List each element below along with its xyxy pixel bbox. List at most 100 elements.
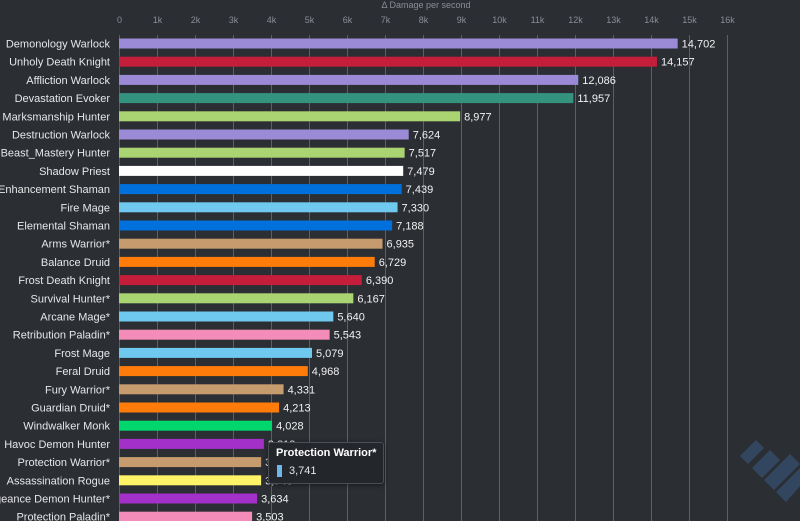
value-labels: 14,702 14,157 12,086 11,957 8,977 7,624 7,517 7…	[256, 39, 715, 521]
value-label: 4,213	[283, 403, 311, 415]
bar[interactable]	[119, 420, 273, 431]
bar[interactable]	[119, 38, 678, 49]
tooltip-title: Protection Warrior*	[276, 447, 377, 459]
bar[interactable]	[119, 111, 461, 122]
x-tick-label: 11k	[531, 15, 545, 25]
value-label: 6,935	[387, 239, 415, 251]
x-tick-label: 10k	[492, 15, 507, 25]
bar[interactable]	[119, 74, 579, 85]
hover-tooltip: Protection Warrior* 3,741	[268, 442, 384, 484]
x-tick-label: 7k	[381, 15, 391, 25]
bar[interactable]	[119, 256, 375, 267]
bar[interactable]	[119, 402, 280, 413]
value-label: 7,517	[409, 148, 437, 160]
value-label: 5,543	[334, 330, 362, 342]
bar[interactable]	[119, 184, 402, 195]
x-tick-label: 1k	[153, 15, 163, 25]
value-label: 3,634	[261, 494, 289, 506]
bar[interactable]	[119, 147, 405, 158]
category-label: Assassination Rogue	[7, 475, 110, 487]
bar[interactable]	[119, 56, 657, 67]
value-label: 7,624	[413, 130, 441, 142]
bar[interactable]	[119, 475, 262, 486]
bar[interactable]	[119, 165, 404, 176]
category-label: Protection Warrior*	[17, 457, 110, 469]
bar[interactable]	[119, 493, 258, 504]
bar[interactable]	[119, 129, 409, 140]
value-label: 3,503	[256, 512, 284, 521]
value-label: 11,957	[577, 93, 610, 105]
value-label: 8,977	[464, 111, 492, 123]
bar[interactable]	[119, 93, 574, 104]
bar[interactable]	[119, 293, 354, 304]
value-label: 7,479	[407, 166, 435, 178]
watermark-stripes	[740, 440, 800, 502]
bar[interactable]	[119, 220, 393, 231]
category-label: Arms Warrior*	[41, 239, 110, 251]
category-label: Shadow Priest	[39, 166, 110, 178]
x-tick-label: 5k	[305, 15, 315, 25]
bar[interactable]	[119, 511, 253, 521]
category-label: Frost Mage	[54, 348, 110, 360]
x-tick-label: 9k	[457, 15, 467, 25]
x-tick-label: 4k	[267, 15, 277, 25]
x-tick-label: 0	[117, 15, 122, 25]
category-label: Beast_Mastery Hunter	[1, 148, 111, 160]
x-tick-label: 8k	[419, 15, 429, 25]
bar[interactable]	[119, 202, 398, 213]
bar[interactable]	[119, 275, 362, 286]
category-label: Guardian Druid*	[31, 403, 111, 415]
x-axis-ticks: 0 1k 2k 3k 4k 5k 6k 7k 8k 9k 10k 11k 12k 13k 14k 15k 16k	[117, 15, 735, 25]
value-label: 14,157	[661, 57, 695, 69]
category-label: Marksmanship Hunter	[2, 111, 110, 123]
value-label: 5,640	[337, 312, 365, 324]
x-tick-label: 12k	[568, 15, 583, 25]
value-label: 7,188	[396, 221, 424, 233]
value-label: 7,439	[406, 184, 434, 196]
category-label: Havoc Demon Hunter	[4, 439, 110, 451]
category-label: Fire Mage	[60, 202, 110, 214]
x-tick-label: 13k	[606, 15, 621, 25]
category-label: Balance Druid	[41, 257, 110, 269]
x-tick-label: 3k	[229, 15, 239, 25]
category-label: Destruction Warlock	[12, 130, 111, 142]
tooltip-swatch	[277, 465, 282, 477]
value-label: 6,390	[366, 275, 394, 287]
bar[interactable]	[119, 438, 264, 449]
x-tick-label: 6k	[343, 15, 353, 25]
value-label: 4,968	[312, 366, 340, 378]
category-label: Devastation Evoker	[15, 93, 111, 105]
category-labels: Demonology Warlock Unholy Death Knight Aff…	[0, 39, 111, 521]
x-tick-label: 2k	[191, 15, 201, 25]
category-label: Enhancement Shaman	[0, 184, 110, 196]
value-label: 12,086	[582, 75, 616, 87]
value-label: 7,330	[402, 202, 430, 214]
bar[interactable]	[119, 457, 262, 468]
tooltip-value: 3,741	[289, 465, 317, 477]
value-label: 14,702	[682, 39, 716, 51]
value-label: 6,729	[379, 257, 407, 269]
category-label: Arcane Mage*	[40, 312, 110, 324]
x-tick-label: 14k	[644, 15, 659, 25]
bar[interactable]	[119, 347, 313, 358]
value-label: 4,028	[276, 421, 304, 433]
category-label: Demonology Warlock	[6, 39, 111, 51]
category-label: Affliction Warlock	[26, 75, 110, 87]
value-label: 4,331	[288, 384, 316, 396]
x-tick-label: 16k	[720, 15, 735, 25]
bar[interactable]	[119, 366, 308, 377]
value-label: 5,079	[316, 348, 344, 360]
category-label: Survival Hunter*	[31, 293, 111, 305]
bar[interactable]	[119, 238, 383, 249]
category-label: Protection Paladin*	[16, 512, 110, 521]
category-label: Frost Death Knight	[18, 275, 110, 287]
x-axis-title: Δ Damage per second	[381, 0, 470, 10]
category-label: Feral Druid	[56, 366, 110, 378]
bar[interactable]	[119, 311, 334, 322]
value-label: 6,167	[357, 293, 385, 305]
bar[interactable]	[119, 329, 330, 340]
bar[interactable]	[119, 384, 284, 395]
category-label: Vengeance Demon Hunter*	[0, 494, 111, 506]
x-tick-label: 15k	[682, 15, 697, 25]
